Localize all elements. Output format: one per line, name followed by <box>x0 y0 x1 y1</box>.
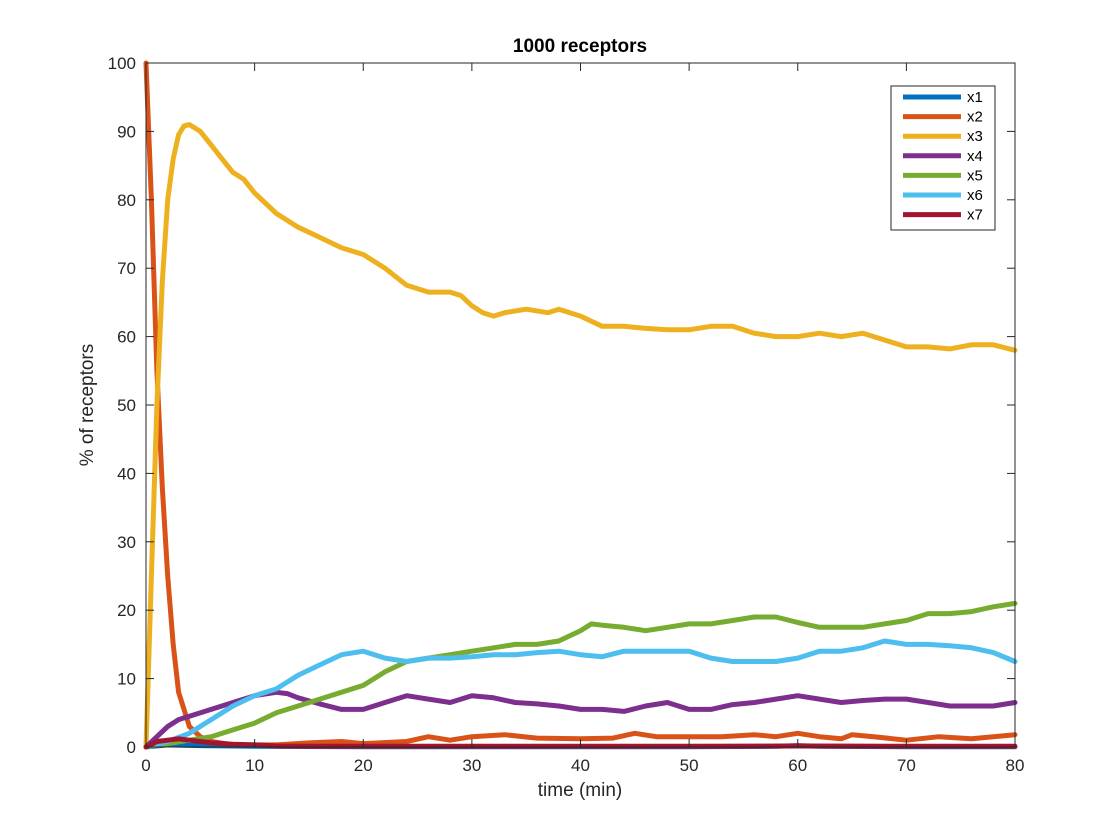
series-line-x7 <box>143 736 1018 750</box>
y-tick-label: 40 <box>117 464 136 483</box>
ticks-layer: 0 10 20 30 40 50 60 70 80 0 10 20 30 40 50 60 70 80 90 100 <box>108 54 1025 775</box>
y-tick-label: 50 <box>117 396 136 415</box>
legend-label-x4: x4 <box>967 148 983 165</box>
y-tick-label: 90 <box>117 122 136 141</box>
series-line-x6 <box>143 638 1018 750</box>
x-axis-label: time (min) <box>538 780 622 801</box>
series-layer <box>143 60 1018 750</box>
series-line-x2 <box>143 60 1018 748</box>
legend: x1 x2 x3 x4 x5 x6 x7 <box>890 85 996 231</box>
x-tick-label: 60 <box>788 756 807 775</box>
y-tick-label: 10 <box>117 670 136 689</box>
x-tick-label: 20 <box>354 756 373 775</box>
legend-label-x1: x1 <box>967 89 983 106</box>
x-tick-label: 30 <box>462 756 481 775</box>
x-tick-label: 50 <box>680 756 699 775</box>
x-tick-label: 40 <box>571 756 590 775</box>
legend-label-x2: x2 <box>967 109 983 126</box>
legend-label-x3: x3 <box>967 128 983 145</box>
y-tick-label: 20 <box>117 601 136 620</box>
x-tick-label: 0 <box>141 756 150 775</box>
y-tick-label: 30 <box>117 533 136 552</box>
x-tick-label: 80 <box>1006 756 1025 775</box>
x-tick-label: 70 <box>897 756 916 775</box>
series-line-x5 <box>143 600 1018 750</box>
chart-title: 1000 receptors <box>513 36 647 57</box>
y-tick-label: 70 <box>117 259 136 278</box>
legend-label-x6: x6 <box>967 187 983 204</box>
y-axis-label: % of receptors <box>77 344 98 467</box>
legend-label-x5: x5 <box>967 167 983 184</box>
legend-label-x7: x7 <box>967 207 983 224</box>
x-tick-label: 10 <box>245 756 264 775</box>
y-tick-label: 0 <box>127 738 136 757</box>
y-tick-label: 60 <box>117 328 136 347</box>
y-tick-label: 80 <box>117 191 136 210</box>
y-tick-label: 100 <box>108 54 136 73</box>
series-line-x3 <box>143 122 1018 750</box>
